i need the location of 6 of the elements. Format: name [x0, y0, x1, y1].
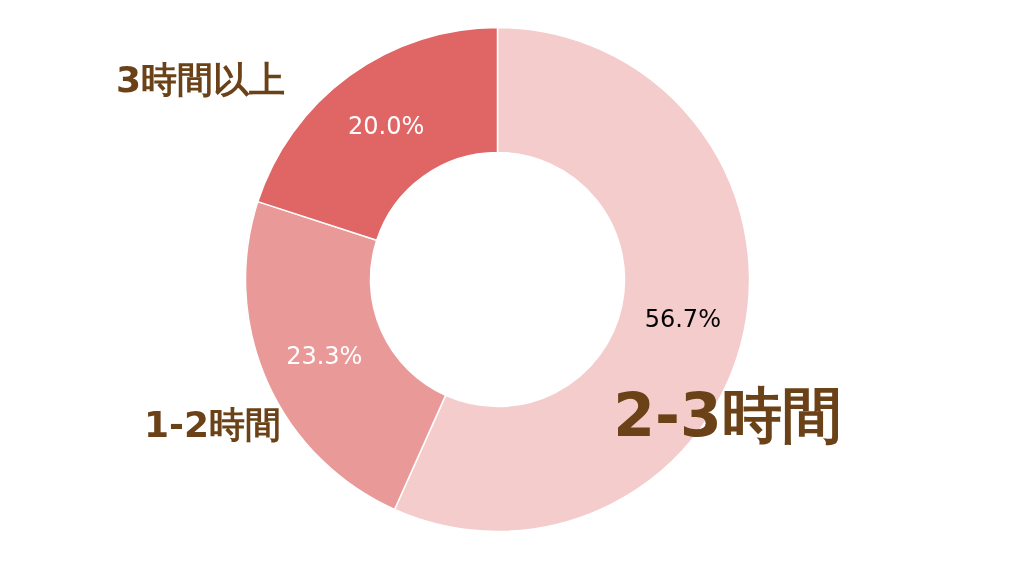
slice-label: 3時間以上: [115, 59, 286, 100]
data-label: 23.3%: [286, 342, 363, 371]
data-label: 56.7%: [644, 305, 721, 334]
data-label: 20.0%: [347, 112, 425, 141]
slice-label: 1-2時間: [143, 404, 282, 445]
slice-label: 2-3時間: [613, 379, 842, 450]
